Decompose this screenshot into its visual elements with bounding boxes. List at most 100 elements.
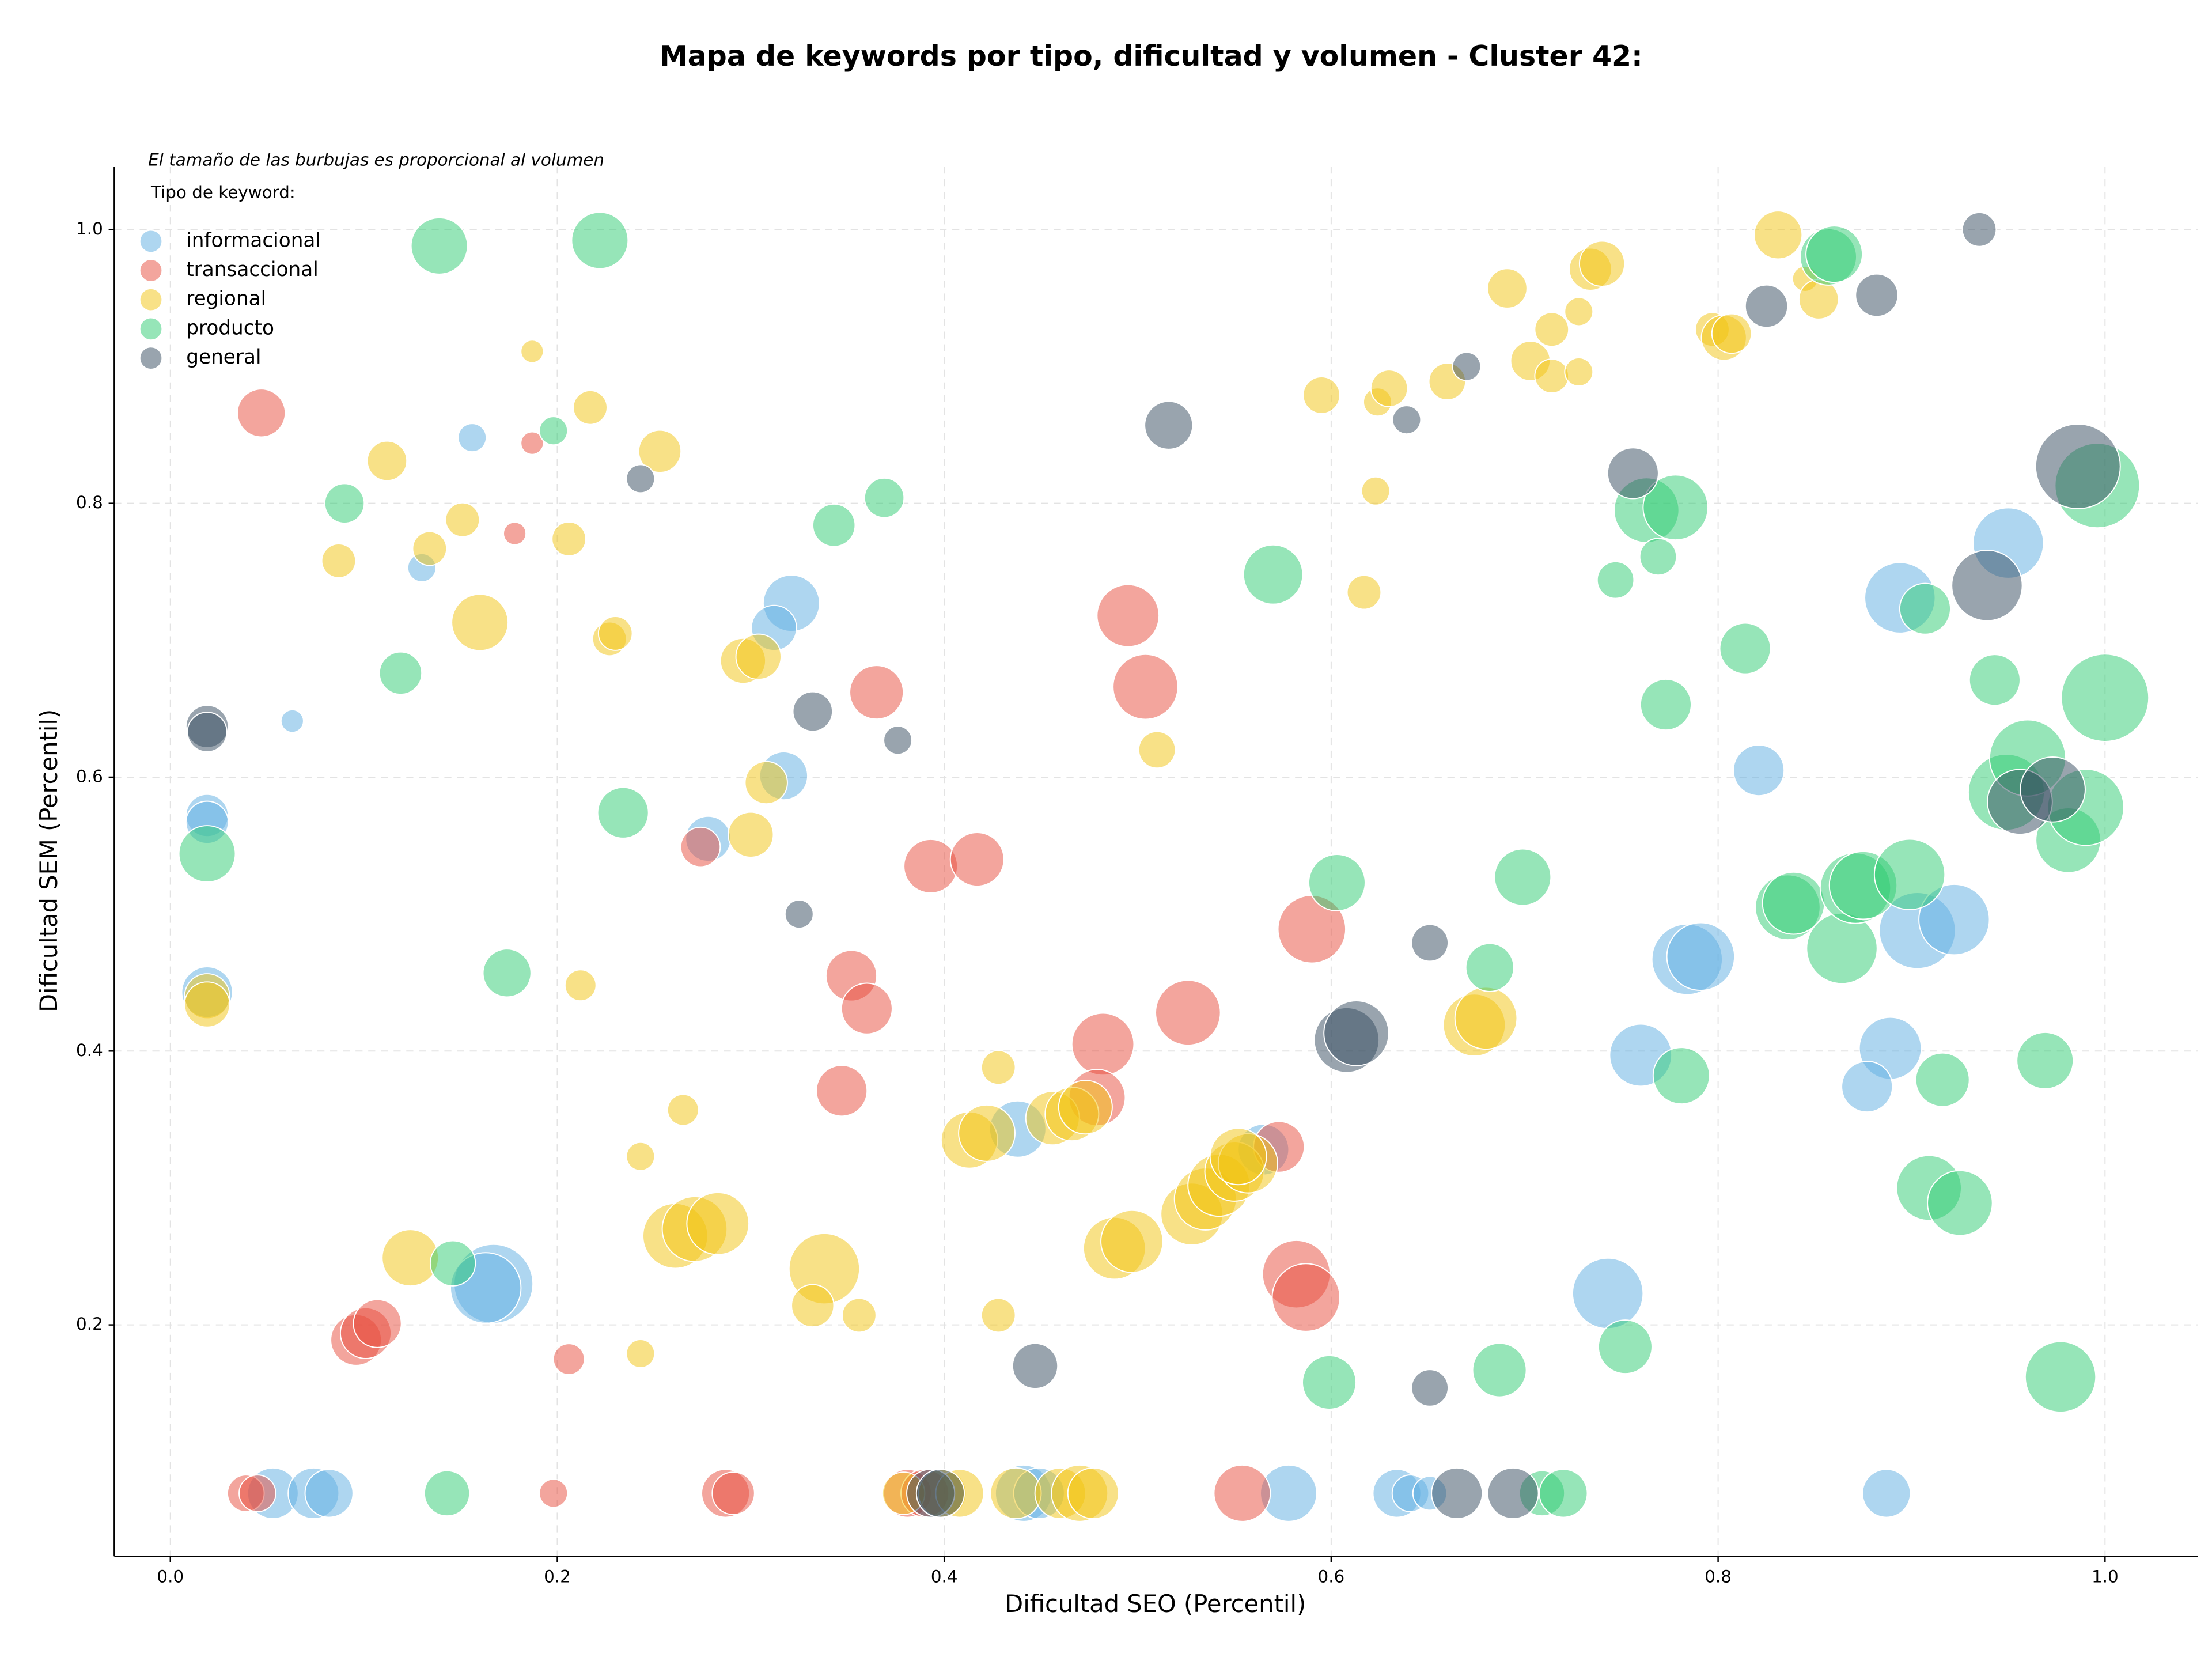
x-tick-label: 0.8: [1705, 1567, 1732, 1586]
bubble: [412, 531, 448, 566]
bubble: [1639, 678, 1692, 731]
bubble: [1961, 211, 1997, 247]
x-tick-label: 1.0: [2092, 1567, 2119, 1586]
bubble: [626, 1141, 656, 1171]
bubble: [1452, 351, 1482, 381]
bubble: [883, 725, 913, 755]
bubble: [816, 1065, 868, 1117]
bubble: [980, 1050, 1016, 1085]
bubble: [1155, 979, 1221, 1046]
bubble: [626, 1339, 656, 1368]
bubble: [1534, 358, 1570, 394]
bubble: [1666, 922, 1736, 992]
bubble: [1927, 1170, 1993, 1236]
bubble: [1564, 297, 1594, 327]
bubble: [863, 477, 905, 519]
bubble: [353, 1299, 402, 1348]
bubble: [1243, 544, 1304, 605]
bubble: [597, 616, 633, 651]
x-tick-label: 0.4: [931, 1567, 958, 1586]
bubble: [728, 811, 774, 858]
bubble: [539, 416, 569, 446]
bubble: [1951, 550, 2023, 622]
legend-label: informacional: [186, 229, 321, 252]
bubble: [429, 1240, 476, 1287]
bubble: [321, 543, 357, 578]
bubble: [1915, 1052, 1970, 1107]
bubble: [792, 691, 834, 732]
x-tick-label: 0.2: [544, 1567, 571, 1586]
bubble: [849, 665, 904, 720]
bubble: [1564, 357, 1594, 387]
bubble: [1058, 1080, 1113, 1135]
bubble: [958, 1104, 1016, 1162]
bubble: [903, 838, 959, 894]
bubble: [1138, 731, 1176, 769]
bubble: [626, 464, 656, 494]
bubble: [520, 431, 544, 455]
y-tick-label: 0.4: [76, 1041, 103, 1060]
bubble: [1841, 1061, 1893, 1113]
bubble: [178, 825, 236, 883]
bubble: [1494, 848, 1552, 906]
bubble: [1213, 1464, 1271, 1522]
bubble: [980, 1297, 1016, 1333]
bubble: [187, 712, 228, 752]
y-tick-label: 0.8: [76, 493, 103, 512]
bubble: [1862, 1469, 1911, 1518]
bubble: [457, 423, 487, 453]
bubble: [1571, 1257, 1644, 1330]
bubble: [564, 969, 597, 1002]
bubble: [638, 429, 682, 474]
bubble: [1370, 369, 1408, 407]
bubble: [381, 1229, 440, 1287]
bubble: [451, 593, 509, 652]
bubble: [2061, 653, 2150, 743]
bubble: [573, 389, 608, 425]
bubble: [1534, 312, 1570, 347]
bubble: [1487, 1467, 1539, 1519]
bubble: [304, 1469, 354, 1518]
bubble: [1578, 240, 1626, 287]
x-tick-label: 0.0: [157, 1567, 184, 1586]
bubble: [1323, 1000, 1389, 1066]
bubble: [1472, 1342, 1527, 1398]
x-axis-label: Dificultad SEO (Percentil): [1005, 1590, 1306, 1618]
bubble: [1012, 1342, 1059, 1390]
bubble: [503, 521, 527, 546]
bubble: [1652, 1047, 1710, 1105]
legend-label: general: [186, 346, 261, 369]
bubble: [1733, 744, 1785, 797]
bubble: [1873, 838, 1946, 910]
legend-title: Tipo de keyword:: [150, 183, 296, 202]
bubble: [552, 1343, 585, 1375]
bubble: [1855, 273, 1899, 317]
bubble: [423, 1470, 471, 1517]
bubble: [1465, 943, 1514, 992]
bubble: [1144, 400, 1194, 450]
bubble: [1487, 268, 1528, 309]
bubble: [1805, 225, 1863, 283]
bubble: [1607, 447, 1659, 500]
bubble: [1597, 1319, 1653, 1375]
bubble: [237, 388, 286, 438]
bubble: [482, 948, 532, 998]
bubble: [1361, 476, 1391, 506]
bubble: [539, 1478, 569, 1508]
axes: 0.0 0.2 0.4 0.6 0.8 1.0 0.2 0.4 0.6 0.8 1.0: [76, 167, 2198, 1586]
legend-label: transaccional: [186, 258, 319, 281]
legend-label: producto: [186, 316, 274, 339]
bubble: [1302, 1354, 1357, 1410]
bubble: [1411, 1369, 1449, 1407]
bubble: [1899, 582, 1952, 635]
chart-title: Mapa de keywords por tipo, dificultad y …: [660, 40, 1643, 73]
bubble: [842, 1297, 877, 1333]
bubble: [571, 211, 629, 270]
bubble: [238, 1474, 276, 1512]
bubble: [680, 826, 721, 868]
bubble: [791, 1284, 835, 1328]
bubble: [1918, 883, 1990, 956]
bubble: [2024, 1341, 2097, 1413]
bubble: [520, 339, 544, 364]
